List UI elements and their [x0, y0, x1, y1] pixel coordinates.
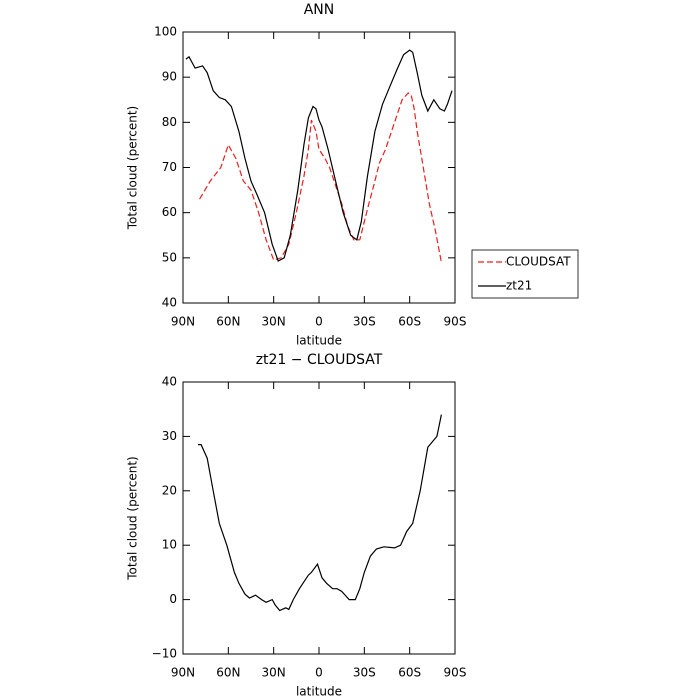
x-tick-label: 0: [315, 315, 323, 329]
legend-label: zt21: [506, 279, 532, 293]
chart-title: zt21 − CLOUDSAT: [256, 352, 383, 368]
x-tick-label: 60S: [398, 666, 421, 680]
x-tick-label: 60S: [398, 315, 421, 329]
y-tick-label: 40: [162, 375, 177, 389]
x-tick-label: 90S: [444, 315, 467, 329]
y-tick-label: 0: [169, 592, 177, 606]
y-tick-label: 90: [162, 70, 177, 84]
x-axis-label: latitude: [296, 685, 342, 699]
y-tick-label: 60: [162, 205, 177, 219]
x-tick-label: 30N: [262, 666, 286, 680]
y-tick-label: −10: [152, 647, 177, 661]
y-axis-label: Total cloud (percent): [126, 456, 140, 580]
x-tick-label: 30S: [353, 315, 376, 329]
x-tick-label: 60N: [216, 315, 240, 329]
plot-frame: [182, 381, 456, 655]
x-tick-label: 90S: [444, 666, 467, 680]
x-axis-label: latitude: [296, 334, 342, 348]
y-tick-label: 80: [162, 115, 177, 129]
legend-label: CLOUDSAT: [506, 255, 571, 269]
y-tick-label: 100: [154, 25, 177, 39]
x-tick-label: 30S: [353, 666, 376, 680]
y-tick-label: 40: [162, 296, 177, 310]
y-tick-label: 20: [162, 483, 177, 497]
x-tick-label: 0: [315, 666, 323, 680]
series-line: [185, 49, 453, 262]
y-axis-label: Total cloud (percent): [126, 106, 140, 230]
y-tick-label: 50: [162, 250, 177, 264]
y-tick-label: 10: [162, 538, 177, 552]
x-tick-label: 90N: [171, 666, 195, 680]
chart-title: ANN: [304, 2, 335, 18]
series-line: [198, 414, 442, 612]
plot-frame: [182, 31, 456, 304]
x-tick-label: 90N: [171, 315, 195, 329]
x-tick-label: 60N: [216, 666, 240, 680]
x-tick-label: 30N: [262, 315, 286, 329]
y-tick-label: 70: [162, 160, 177, 174]
legend-box: [471, 249, 579, 299]
y-tick-label: 30: [162, 429, 177, 443]
series-line: [199, 92, 442, 263]
